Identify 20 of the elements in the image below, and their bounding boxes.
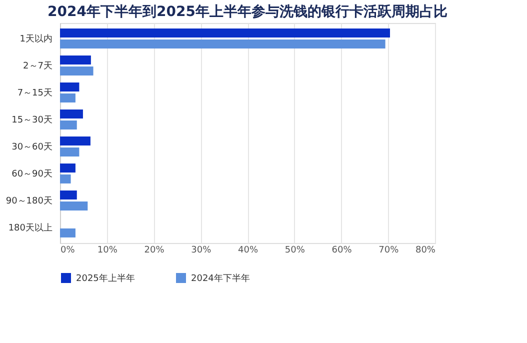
y-tick-label: 15～30天 [12, 114, 52, 126]
x-tick-label: 70% [378, 246, 400, 256]
y-tick-label: 60～90天 [12, 168, 52, 180]
x-tick-label: 10% [97, 246, 118, 256]
y-tick-label: 180天以上 [8, 222, 52, 234]
x-tick-label: 40% [238, 246, 258, 256]
x-tick-label: 30% [191, 246, 212, 256]
y-tick-label: 1天以内 [20, 34, 52, 45]
x-tick-label: 20% [144, 246, 165, 256]
legend-label: 2024年下半年 [191, 273, 250, 284]
y-tick-label: 30～60天 [12, 141, 52, 152]
x-tick-label: 0% [60, 246, 76, 256]
y-tick-label: 7～15天 [17, 88, 52, 99]
x-tick-label: 60% [332, 246, 352, 256]
y-tick-label: 2～7天 [23, 60, 52, 72]
legend-label: 2025年上半年 [76, 273, 135, 284]
x-tick-label: 50% [284, 246, 306, 256]
y-tick-label: 90～180天 [6, 195, 52, 206]
x-tick-label: 80% [415, 246, 436, 256]
chart-title: 2024年下半年到2025年上半年参与洗钱的银行卡活跃周期占比 [48, 3, 448, 20]
